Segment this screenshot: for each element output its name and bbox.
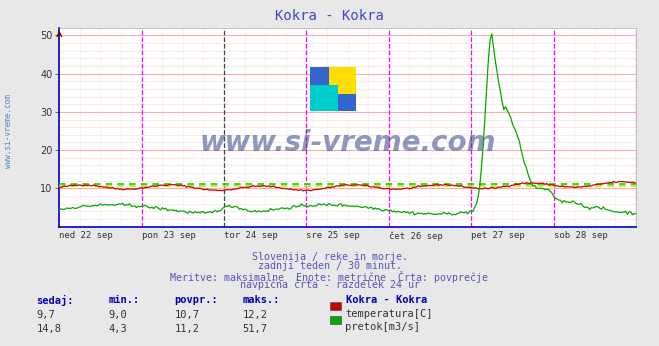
- Text: sedaj:: sedaj:: [36, 295, 74, 306]
- Text: tor 24 sep: tor 24 sep: [224, 231, 278, 240]
- FancyBboxPatch shape: [310, 85, 338, 111]
- Text: 14,8: 14,8: [36, 324, 61, 334]
- Text: ned 22 sep: ned 22 sep: [59, 231, 113, 240]
- Text: pon 23 sep: pon 23 sep: [142, 231, 196, 240]
- Text: www.si-vreme.com: www.si-vreme.com: [200, 129, 496, 157]
- Text: 51,7: 51,7: [243, 324, 268, 334]
- FancyBboxPatch shape: [329, 67, 357, 94]
- Text: temperatura[C]: temperatura[C]: [345, 309, 433, 319]
- Text: 11,2: 11,2: [175, 324, 200, 334]
- Text: Slovenija / reke in morje.: Slovenija / reke in morje.: [252, 252, 407, 262]
- Text: 10,7: 10,7: [175, 310, 200, 320]
- Text: Kokra - Kokra: Kokra - Kokra: [275, 9, 384, 22]
- Text: čet 26 sep: čet 26 sep: [389, 231, 443, 240]
- Text: 12,2: 12,2: [243, 310, 268, 320]
- Text: 9,0: 9,0: [109, 310, 127, 320]
- Text: sob 28 sep: sob 28 sep: [554, 231, 608, 240]
- Text: zadnji teden / 30 minut.: zadnji teden / 30 minut.: [258, 261, 401, 271]
- Text: 9,7: 9,7: [36, 310, 55, 320]
- FancyBboxPatch shape: [310, 67, 357, 111]
- Text: www.si-vreme.com: www.si-vreme.com: [4, 94, 13, 169]
- Text: pet 27 sep: pet 27 sep: [471, 231, 525, 240]
- Text: maks.:: maks.:: [243, 295, 280, 305]
- Text: min.:: min.:: [109, 295, 140, 305]
- Text: pretok[m3/s]: pretok[m3/s]: [345, 322, 420, 333]
- Text: 4,3: 4,3: [109, 324, 127, 334]
- Text: sre 25 sep: sre 25 sep: [306, 231, 360, 240]
- Text: navpična črta - razdelek 24 ur: navpična črta - razdelek 24 ur: [239, 280, 420, 290]
- Text: povpr.:: povpr.:: [175, 295, 218, 305]
- Text: Kokra - Kokra: Kokra - Kokra: [346, 295, 427, 305]
- Text: Meritve: maksimalne  Enote: metrične  Črta: povprečje: Meritve: maksimalne Enote: metrične Črta…: [171, 271, 488, 283]
